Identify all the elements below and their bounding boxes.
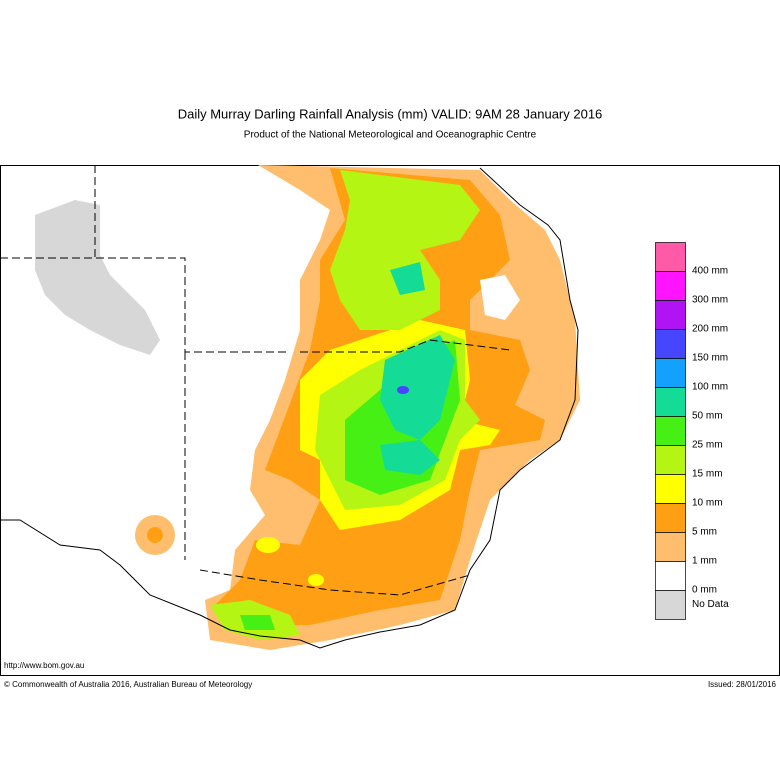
legend-swatch — [655, 445, 686, 475]
state-border — [0, 257, 290, 353]
rain-50mm — [380, 440, 440, 475]
legend-swatch — [655, 329, 686, 359]
map-title: Daily Murray Darling Rainfall Analysis (… — [178, 106, 603, 121]
legend-label: 10 mm — [692, 498, 723, 509]
rain-50mm — [390, 262, 425, 295]
rain-10mm — [256, 537, 280, 553]
legend-label: 400 mm — [692, 266, 728, 277]
legend-label: 50 mm — [692, 411, 723, 422]
legend-label: 200 mm — [692, 324, 728, 335]
rain-50mm — [380, 335, 455, 440]
legend-swatch — [655, 387, 686, 417]
state-border — [199, 569, 471, 596]
rain-0mm — [480, 275, 520, 320]
legend: 400 mm 300 mm 200 mm 150 mm 100 mm 50 mm 25 mm… — [655, 242, 729, 620]
legend-label: No Data — [692, 599, 729, 610]
legend-label: 25 mm — [692, 440, 723, 451]
rain-10mm — [308, 574, 324, 586]
legend-label: 15 mm — [692, 469, 723, 480]
legend-swatch — [655, 271, 686, 301]
rain-150mm — [397, 386, 409, 394]
issued-date: Issued: 28/01/2016 — [708, 680, 777, 689]
legend-swatch — [655, 474, 686, 504]
coastline — [0, 167, 579, 649]
legend-swatch — [655, 358, 686, 388]
legend-swatch — [655, 416, 686, 446]
state-border — [300, 339, 511, 353]
source-url: http://www.bom.gov.au — [4, 661, 84, 670]
legend-swatch — [655, 532, 686, 562]
legend-label: 300 mm — [692, 295, 728, 306]
no-data-region — [35, 200, 160, 355]
map-subtitle: Product of the National Meteorological a… — [244, 130, 537, 141]
rain-5mm — [147, 527, 163, 543]
legend-swatch — [655, 242, 686, 272]
legend-label: 150 mm — [692, 353, 728, 364]
legend-label: 5 mm — [692, 527, 717, 538]
copyright: © Commonwealth of Australia 2016, Austra… — [4, 680, 252, 689]
rain-15mm — [330, 170, 480, 330]
legend-label: 1 mm — [692, 556, 717, 567]
rain-25mm — [240, 615, 275, 630]
legend-swatch — [655, 300, 686, 330]
legend-label: 100 mm — [692, 382, 728, 393]
map-area — [0, 165, 580, 650]
legend-swatch — [655, 503, 686, 533]
legend-swatch — [655, 561, 686, 591]
legend-swatch — [655, 590, 686, 620]
legend-label: 0 mm — [692, 585, 717, 596]
